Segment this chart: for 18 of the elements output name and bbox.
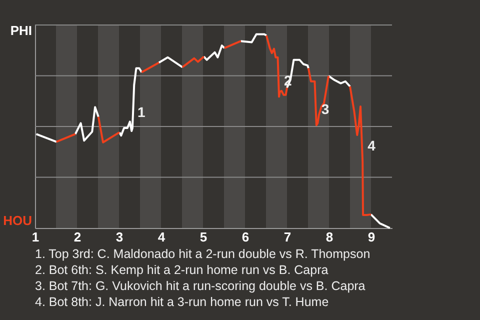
x-tick-label: 5 [200, 230, 208, 244]
text: 2. Bot 6th: S. Kemp hit a 2-run home run vs B. Capra [35, 263, 328, 277]
x-tick-label: 4 [158, 230, 166, 244]
x-tick-label: 2 [74, 230, 82, 244]
annotation: 3 [321, 101, 330, 118]
text: HOU [3, 213, 32, 228]
annotation: 1 [137, 104, 146, 120]
text: 3. Bot 7th: G. Vukovich hit a run-scoring double vs B. Capra [35, 279, 366, 293]
x-tick-label: 1 [32, 230, 40, 244]
text: PHI [10, 23, 32, 38]
text: 4. Bot 8th: J. Narron hit a 3-run home run vs T. Hume [35, 295, 329, 309]
x-tick-label: 7 [284, 230, 292, 244]
x-tick-label: 3 [116, 230, 124, 244]
annotation: 4 [368, 138, 376, 154]
x-tick-label: 6 [242, 230, 250, 244]
text: 1. Top 3rd: C. Maldonado hit a 2-run double vs R. Thompson [35, 247, 370, 261]
x-tick-label: 8 [326, 230, 334, 244]
x-tick-label: 9 [368, 230, 376, 244]
